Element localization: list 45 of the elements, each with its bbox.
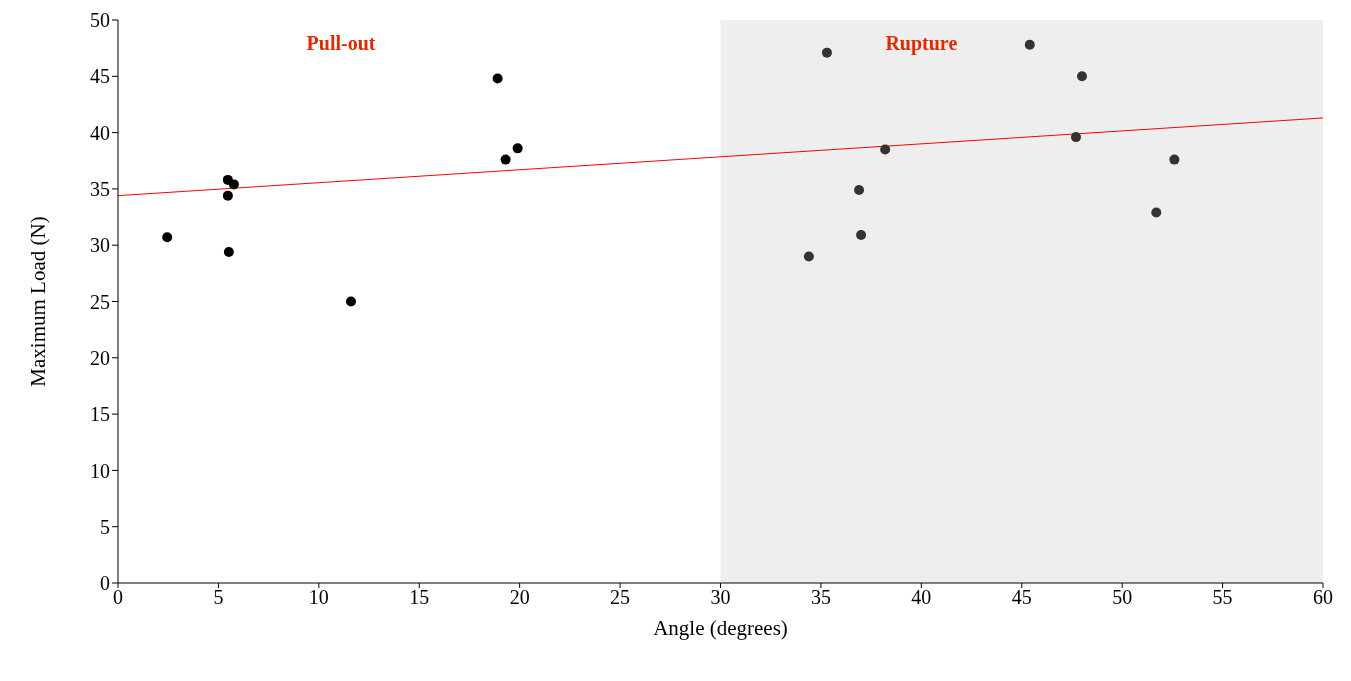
point bbox=[492, 73, 503, 84]
point bbox=[162, 232, 173, 243]
x-tick-label: 30 bbox=[710, 586, 731, 609]
point bbox=[821, 47, 832, 58]
point bbox=[1169, 154, 1180, 165]
band-label: Rupture bbox=[885, 32, 958, 55]
point bbox=[1070, 132, 1081, 143]
point bbox=[1077, 71, 1087, 82]
x-tick-label: 5 bbox=[213, 586, 224, 609]
y-tick-label: 40 bbox=[90, 121, 110, 144]
x-tick-label: 10 bbox=[308, 586, 329, 609]
y-tick-label: 45 bbox=[90, 65, 110, 88]
x-tick-label: 25 bbox=[610, 586, 631, 609]
point bbox=[223, 246, 234, 257]
point bbox=[880, 144, 891, 155]
point bbox=[500, 154, 511, 165]
y-tick-label: 30 bbox=[90, 234, 110, 257]
y-tick-label: 0 bbox=[100, 572, 110, 595]
point bbox=[1151, 207, 1162, 218]
point bbox=[803, 251, 814, 262]
x-tick-label: 60 bbox=[1313, 586, 1333, 609]
point bbox=[856, 230, 867, 241]
x-tick-label: 40 bbox=[911, 586, 932, 609]
x-tick-label: 20 bbox=[509, 586, 530, 609]
point bbox=[228, 179, 239, 190]
annotation: Pull-out bbox=[306, 32, 376, 54]
x-tick-label: 15 bbox=[409, 586, 430, 609]
x-tick-label: 45 bbox=[1011, 586, 1032, 609]
y-tick-label: 35 bbox=[90, 178, 110, 200]
x-tick-label: 50 bbox=[1112, 586, 1133, 609]
point bbox=[222, 190, 233, 201]
point bbox=[854, 185, 865, 196]
y-tick-label: 5 bbox=[100, 515, 110, 538]
y-tick-label: 50 bbox=[90, 9, 110, 32]
y-tick-label: 10 bbox=[90, 459, 110, 482]
point bbox=[512, 143, 523, 154]
x-tick-label: 55 bbox=[1212, 586, 1233, 609]
y-tick-label: 15 bbox=[90, 403, 110, 426]
x-tick-label: 35 bbox=[810, 586, 831, 609]
point bbox=[1024, 39, 1035, 50]
y-tick-label: 25 bbox=[90, 290, 110, 313]
y-tick-label: 20 bbox=[90, 346, 110, 369]
point bbox=[345, 296, 356, 307]
x-axis-title: Angle (degrees) bbox=[653, 616, 788, 640]
y-axis-title: Maximum Load (N) bbox=[26, 216, 51, 387]
